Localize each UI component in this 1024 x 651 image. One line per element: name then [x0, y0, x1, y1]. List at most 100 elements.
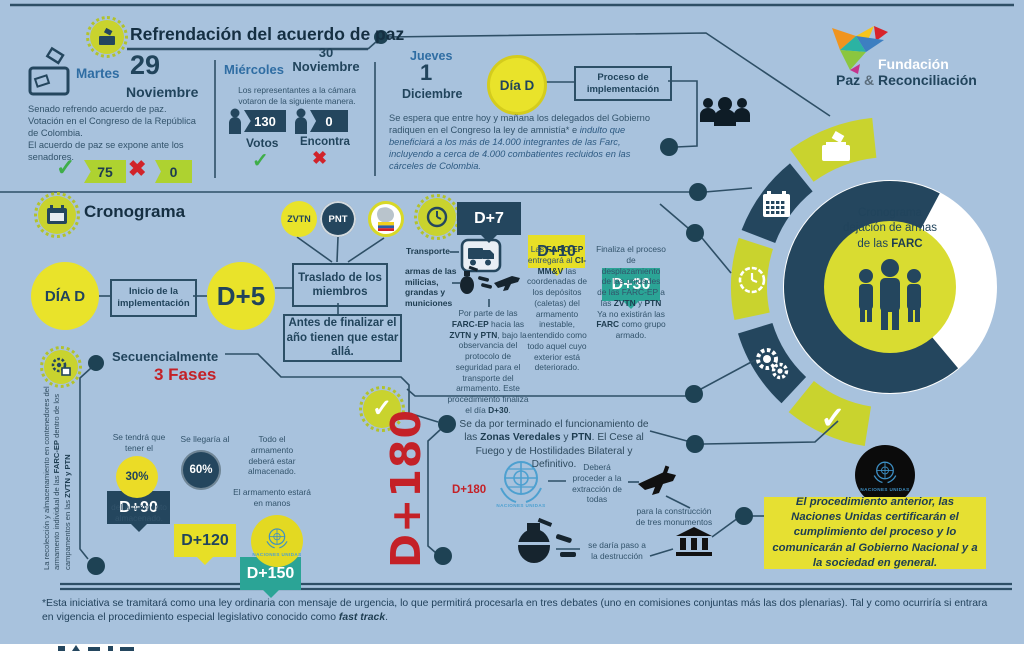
- brand-amp: &: [864, 72, 875, 88]
- d150-body2: El armamento estará en manos: [233, 487, 311, 508]
- check-icon: ✓: [252, 150, 269, 172]
- monument-icon: [676, 527, 712, 556]
- d10-body: Las FARC-EP entregará al CI-MM&V las coo…: [526, 244, 588, 373]
- pct-60-circle: 60%: [181, 450, 221, 490]
- votes-label: Votos: [246, 136, 279, 150]
- rifle-icon: [638, 465, 676, 495]
- d7-box: D+7: [457, 202, 521, 243]
- fases-label: 3 Fases: [154, 365, 217, 384]
- jueves-body: Se espera que entre hoy y mañana los del…: [389, 112, 661, 172]
- check-icon: ✓: [820, 402, 845, 435]
- crowd-icon: [700, 97, 750, 126]
- martes-day: Martes: [76, 66, 120, 81]
- check-badge: ✓: [359, 386, 405, 432]
- brand-line2: Paz & Reconciliación: [836, 72, 977, 88]
- dia-d-circle: Día D: [487, 55, 547, 115]
- check-icon: ✓: [371, 395, 393, 422]
- segment-clock: [731, 237, 774, 321]
- d7-body: Por parte de las FARC-EP hacia las ZVTN …: [447, 308, 529, 415]
- brand-paz: Paz: [836, 72, 861, 88]
- d90-post: del armamento almacenado.: [111, 502, 167, 523]
- ring-line2: dejación de armas: [843, 222, 937, 235]
- calendar-icon: [763, 191, 790, 217]
- calendar-icon: [47, 205, 67, 224]
- zvtn-circle: ZVTN: [281, 201, 317, 237]
- segment-gears: [737, 322, 807, 404]
- d7-transporte-label: Transporte: [406, 246, 450, 256]
- d180-big-text: D+180: [382, 409, 430, 568]
- d10-box: D+10: [528, 235, 585, 276]
- grenade-icon: [514, 517, 576, 563]
- ring-center-label: Cronograma dejación de armas de las FARC: [823, 206, 957, 252]
- side-note: La recolección y almacenamiento en conte…: [42, 386, 72, 570]
- dia-d-big-circle: DÍA D: [31, 262, 99, 330]
- cross-icon: ✖: [128, 156, 147, 181]
- check-icon: ✓: [56, 154, 76, 180]
- senate-yes-tag: 75: [84, 160, 126, 183]
- martes-date-month: Noviembre: [126, 84, 199, 100]
- pnt-circle: PNT: [320, 201, 356, 237]
- clock-icon: [426, 206, 448, 228]
- clock-badge: [414, 194, 460, 240]
- d30-body: Finaliza el proceso de desplazamiento de…: [596, 244, 666, 340]
- gear-box-badge: [40, 346, 82, 388]
- jueves-date-number: 1: [420, 60, 433, 85]
- ring-line3: de las FARC: [857, 237, 923, 250]
- jueves-date-month: Diciembre: [402, 87, 463, 101]
- jueves-day: Jueves: [410, 49, 453, 63]
- ballot-hand-icon: [99, 27, 115, 45]
- brand-line1: Fundación: [878, 56, 949, 72]
- antes-box: Antes de finalizar el año tienen que est…: [283, 314, 402, 362]
- page-title: Refrendación del acuerdo de paz: [130, 24, 405, 44]
- miercoles-body: Los representantes a la cámara votaron d…: [238, 85, 356, 106]
- d7-armas-label: armas de las milicias, grandas y municio…: [405, 266, 457, 308]
- martes-date-number: 29: [130, 50, 161, 80]
- origami-bird-logo: [832, 26, 888, 74]
- bottom-strip: [0, 644, 1024, 651]
- d150-body: Todo el armamento deberá estar almacenad…: [248, 434, 296, 477]
- certification-note: El procedimiento anterior, las Naciones …: [764, 496, 986, 569]
- cronograma-heading: Cronograma: [84, 202, 186, 221]
- connector-dots: [87, 30, 753, 575]
- traslado-box: Traslado de los miembros: [292, 263, 388, 307]
- un-emblem-icon: [500, 461, 542, 503]
- connector-lines: [0, 3, 1014, 591]
- un-yellow-circle: NACIONES UNIDAS: [251, 515, 303, 567]
- cross-icon: ✖: [312, 148, 328, 168]
- gear-box-icon: [51, 357, 71, 376]
- side-note-container: La recolección y almacenamiento en conte…: [40, 374, 74, 570]
- senate-no-tag: 0: [155, 160, 192, 183]
- secuencial-heading: Secuencialmente: [112, 349, 219, 364]
- un-emblem-icon: [266, 527, 288, 548]
- d180-intro: Se da por terminado el funcionamiento de…: [459, 419, 649, 470]
- colombia-map-icon: [368, 201, 404, 237]
- title-badge: [86, 16, 128, 58]
- ballot-box-icon: [822, 131, 850, 161]
- brand-rec: Reconciliación: [878, 72, 977, 88]
- d90-pre: Se tendrá que tener el: [112, 432, 166, 453]
- un-caption: NACIONES UNIDAS: [252, 551, 302, 557]
- ring-line1: Cronograma: [858, 207, 922, 219]
- jueves-body-italic: indulto que beneficiará a los más de 14.…: [389, 125, 631, 172]
- against-label: Encontra: [300, 136, 350, 148]
- weapons-icons: [460, 265, 520, 294]
- inicio-box: Inicio de la implementación: [110, 279, 197, 317]
- monumentos-text: para la construcción de tres monumentos: [635, 506, 713, 527]
- jueves-body-start: Se espera que entre hoy y mañana los del…: [389, 113, 651, 136]
- gears-icon: [756, 348, 789, 380]
- d5-circle: D+5: [207, 262, 275, 330]
- un-caption: NACIONES UNIDAS: [496, 503, 546, 508]
- un-caption: NACIONES UNIDAS: [860, 486, 910, 492]
- votes-against-tag: 0: [310, 110, 348, 132]
- d120-pre: Se llegaría al: [180, 434, 230, 444]
- votes-for-tag: 130: [244, 110, 286, 132]
- farc-people-icon: [859, 259, 921, 330]
- footnote: *Esta iniciativa se tramitará como una l…: [42, 598, 988, 624]
- clock-icon: [738, 266, 766, 294]
- extraccion-text: Deberá proceder a la extracción de todas: [572, 462, 622, 505]
- voter-icon: [229, 108, 241, 134]
- colombia-map-circle: [367, 200, 405, 238]
- voter-icon: [295, 108, 307, 134]
